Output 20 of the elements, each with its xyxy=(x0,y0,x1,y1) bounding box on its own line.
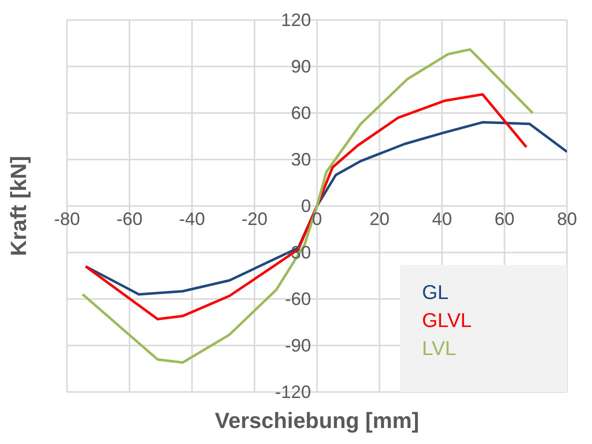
line-series xyxy=(81,48,534,364)
y-tick-label: 0 xyxy=(300,196,311,216)
x-tick-label: -60 xyxy=(116,208,143,229)
y-tick-label: 60 xyxy=(290,103,311,123)
y-tick-label: -90 xyxy=(284,336,311,356)
x-tick-label: 20 xyxy=(369,208,390,229)
x-axis-title: Verschiebung [mm] xyxy=(214,408,420,433)
x-tick-label: -40 xyxy=(178,208,206,229)
x-tick-label: 60 xyxy=(494,208,515,229)
y-tick-label: 90 xyxy=(290,56,311,76)
y-tick-label: 30 xyxy=(290,150,311,170)
y-axis-title: Kraft [kN] xyxy=(6,156,31,256)
y-tick-label: 120 xyxy=(280,10,311,30)
x-tick-label: 40 xyxy=(432,208,452,229)
x-tick-label: 80 xyxy=(556,208,578,229)
x-tick-label: -80 xyxy=(54,208,80,229)
x-tick-label: -20 xyxy=(241,208,268,229)
y-tick-label: -120 xyxy=(274,382,311,402)
y-tick-label: -60 xyxy=(284,289,311,309)
legend-panel: GL GLVL LVL xyxy=(400,265,567,392)
